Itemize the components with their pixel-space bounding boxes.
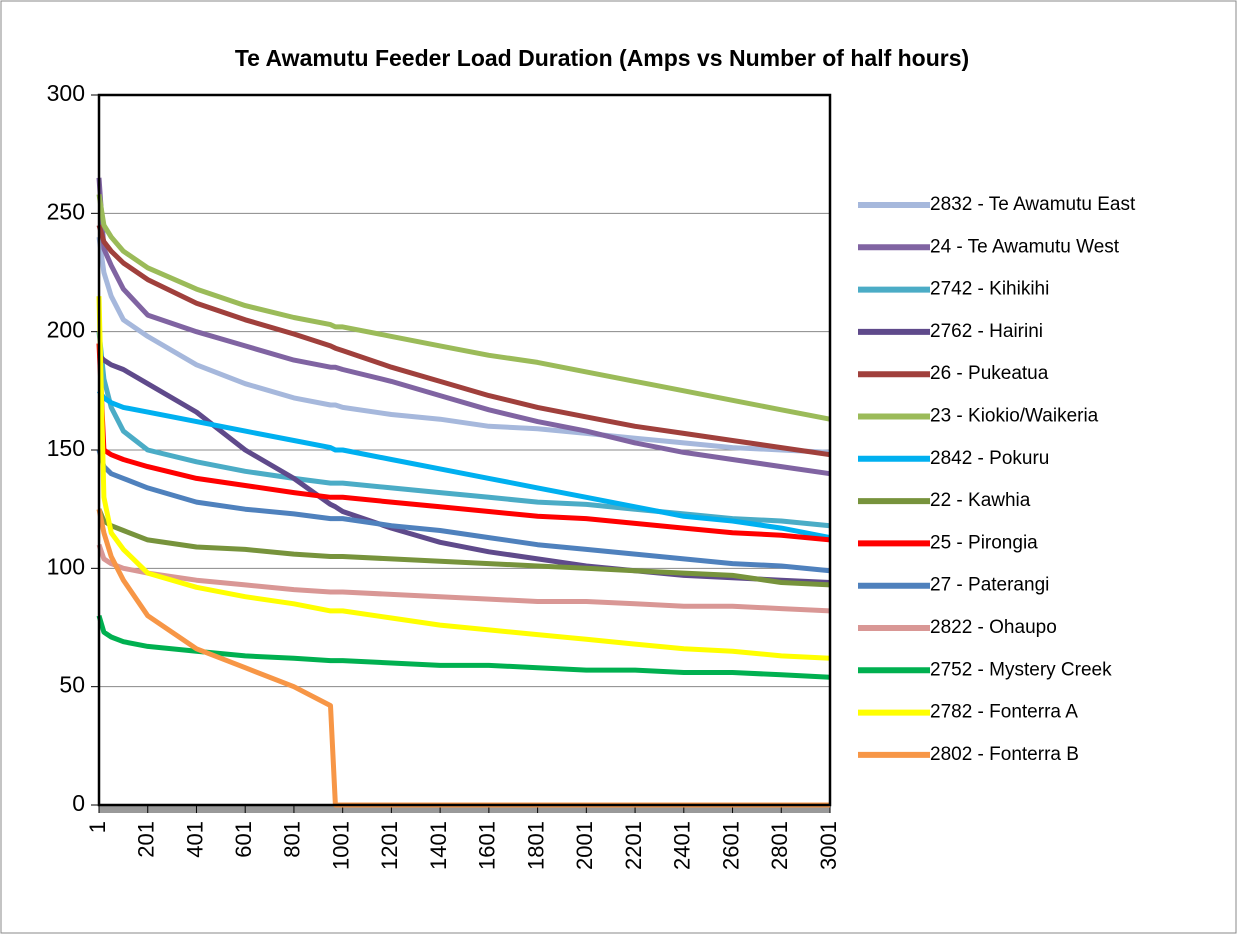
x-tick-label: 1601 <box>475 821 500 870</box>
y-tick-label: 0 <box>72 790 85 816</box>
series-line <box>96 543 831 614</box>
legend-label: 2742 - Kihikihi <box>930 279 1049 300</box>
legend-label: 2842 - Pokuru <box>930 448 1049 469</box>
y-tick-label: 150 <box>47 435 85 461</box>
x-tick-label: 1201 <box>377 821 402 870</box>
x-tick-label: 2001 <box>572 821 597 870</box>
y-tick-label: 200 <box>47 317 85 343</box>
legend-label: 2762 - Hairini <box>930 321 1043 342</box>
x-tick-label: 2801 <box>767 821 792 870</box>
x-tick-label: 601 <box>231 821 256 858</box>
x-tick-label: 1 <box>85 821 110 833</box>
x-tick-label: 3001 <box>816 821 841 870</box>
series-line <box>96 177 831 477</box>
series-line <box>96 389 831 541</box>
y-tick-label: 250 <box>47 198 85 224</box>
legend-label: 2782 - Fonterra A <box>930 702 1078 723</box>
legend-label: 2802 - Fonterra B <box>930 744 1079 765</box>
series-line <box>96 614 831 680</box>
legend-label: 25 - Pirongia <box>930 532 1038 553</box>
series-line <box>96 194 831 422</box>
series-line <box>96 449 831 574</box>
legend-label: 2832 - Te Awamutu East <box>930 194 1136 215</box>
legend-label: 27 - Paterangi <box>930 575 1049 596</box>
x-tick-label: 2401 <box>670 821 695 870</box>
series-line <box>96 296 831 661</box>
series-line <box>96 236 831 455</box>
legend-label: 26 - Pukeatua <box>930 363 1049 384</box>
x-tick-label: 2601 <box>718 821 743 870</box>
x-tick-label: 1801 <box>523 821 548 870</box>
legend-label: 23 - Kiokio/Waikeria <box>930 406 1099 427</box>
x-tick-label: 801 <box>280 821 305 858</box>
legend-label: 24 - Te Awamutu West <box>930 236 1120 257</box>
x-tick-label: 2201 <box>621 821 646 870</box>
y-tick-label: 300 <box>47 80 85 106</box>
legend-label: 2822 - Ohaupo <box>930 617 1057 638</box>
x-tick-label: 1401 <box>426 821 451 870</box>
y-tick-label: 50 <box>59 672 85 698</box>
x-tick-label: 1001 <box>328 821 353 870</box>
legend-label: 2752 - Mystery Creek <box>930 659 1112 680</box>
series-line <box>96 508 831 588</box>
series-line <box>96 224 831 458</box>
chart-title: Te Awamutu Feeder Load Duration (Amps vs… <box>235 45 969 71</box>
legend-label: 22 - Kawhia <box>930 490 1031 511</box>
series-line <box>96 343 831 543</box>
x-tick-label: 401 <box>182 821 207 858</box>
x-tick-label: 201 <box>134 821 159 858</box>
y-tick-label: 100 <box>47 553 85 579</box>
plot-frame <box>97 93 832 807</box>
